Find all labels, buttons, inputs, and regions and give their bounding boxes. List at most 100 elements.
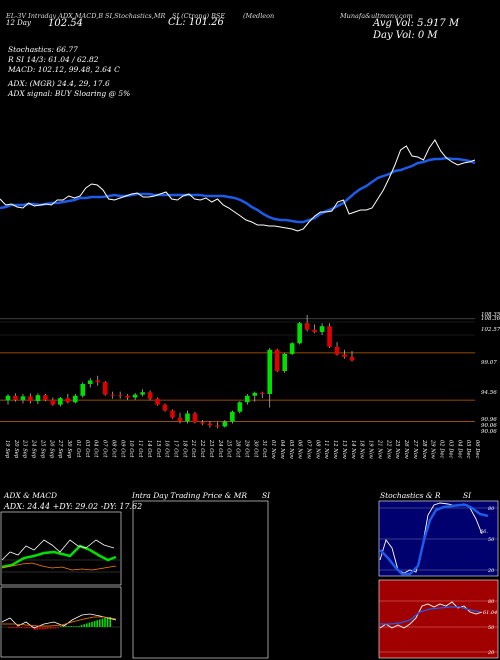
date-axis-label: 02 Dec xyxy=(439,440,445,458)
rsi-value: R SI 14/3: 61.04 / 62.82 xyxy=(8,55,99,64)
date-axis-label: 04 Dec xyxy=(456,440,462,458)
stoch-tick-label: 20 xyxy=(487,568,495,574)
adx-line xyxy=(1,544,117,569)
price-axis-label: 99.07 xyxy=(481,360,497,366)
clang-header: SI (Ctrang) BSE xyxy=(172,12,226,20)
bull-candle xyxy=(35,395,41,402)
date-axis-label: 03 Dec xyxy=(447,440,453,458)
date-axis-label: 06 Nov xyxy=(297,440,303,459)
macd-histogram-bar xyxy=(34,627,36,630)
day-value: 102.54 xyxy=(48,18,83,29)
stoch-current-value: 66. xyxy=(480,529,488,535)
bear-candle xyxy=(102,382,108,395)
avg-volume: Avg Vol: 5.917 M xyxy=(373,18,460,29)
bull-candle xyxy=(58,398,63,405)
date-axis-label: 16 Oct xyxy=(164,440,170,458)
close-price: CL: 101.26 xyxy=(168,17,224,28)
stoch-tick-label: 80 xyxy=(488,506,495,512)
macd-histogram-bar xyxy=(109,617,111,627)
date-axis-label: 26 Nov xyxy=(403,439,409,459)
date-axis-label: 03 Oct xyxy=(84,440,90,458)
bear-candle xyxy=(259,392,265,395)
bull-candle xyxy=(230,411,235,422)
date-axis-label: 25 Nov xyxy=(394,439,400,459)
bull-candle xyxy=(297,323,302,344)
price-axis-label: 90.96 xyxy=(481,417,497,423)
macd-histogram-bar xyxy=(83,624,85,627)
ma-line xyxy=(0,156,476,224)
macd-histogram-bar xyxy=(47,627,49,629)
price-axis-label: 94.56 xyxy=(481,390,497,396)
date-axis-label: 27 Sep xyxy=(57,439,63,459)
bull-candle xyxy=(87,380,93,384)
price-line xyxy=(0,139,476,232)
bear-candle xyxy=(327,326,332,347)
bear-candle xyxy=(110,394,115,396)
macd-histogram-bar xyxy=(80,625,83,627)
macd-histogram-bar xyxy=(57,627,59,629)
macd-histogram-bar xyxy=(86,623,88,627)
bear-candle xyxy=(304,323,310,330)
macd-histogram-bar xyxy=(44,627,46,630)
macd-histogram-bar xyxy=(36,627,39,630)
price-axis-label: 108.35 xyxy=(481,312,500,318)
bear-candle xyxy=(170,410,175,418)
date-axis-label: 18 Oct xyxy=(181,440,187,458)
adx-signal: ADX signal: BUY Sloaring @ 5% xyxy=(8,89,131,98)
stoch-d-line xyxy=(379,503,489,576)
macd-histogram-bar xyxy=(28,627,31,629)
bull-candle xyxy=(5,395,11,401)
price-axis-label: 90.06 xyxy=(481,429,497,435)
macd-histogram-bar xyxy=(15,627,18,629)
macd-line xyxy=(1,613,117,629)
bull-candle xyxy=(80,383,86,396)
date-axis-label: 01 Oct xyxy=(75,440,81,458)
date-axis-label: 31 Oct xyxy=(261,440,267,458)
date-axis-label: 27 Nov xyxy=(412,439,418,459)
date-axis-label: 20 Sep xyxy=(13,439,19,459)
date-axis-label: 29 Nov xyxy=(430,439,436,459)
bull-candle xyxy=(140,392,145,395)
date-axis-label: 19 Nov xyxy=(368,440,374,459)
bear-candle xyxy=(207,423,213,426)
macd-histogram-bar xyxy=(96,620,98,627)
macd-histogram-bar xyxy=(10,627,13,629)
bull-candle xyxy=(252,392,258,396)
bear-candle xyxy=(95,380,101,383)
rsi-tick-label: 50 xyxy=(488,625,495,631)
date-axis-label: 22 Oct xyxy=(199,439,205,458)
macd-histogram-bar xyxy=(73,626,75,627)
macd-histogram-bar xyxy=(39,627,41,630)
date-axis-label: 04 Nov xyxy=(279,440,285,459)
macd-histogram-bar xyxy=(65,626,67,627)
minus-di-line xyxy=(1,562,117,571)
macd-histogram-bar xyxy=(70,626,72,627)
bull-candle xyxy=(132,394,138,398)
stoch-panel-si: SI xyxy=(463,491,472,500)
date-axis-label: 15 Oct xyxy=(155,440,161,458)
date-axis-label: 28 Oct xyxy=(235,439,241,458)
date-axis-label: 23 Oct xyxy=(208,439,214,458)
macd-histogram-bar xyxy=(18,627,20,629)
bear-candle xyxy=(334,346,340,355)
intraday-panel-title: Intra Day Trading Price & MR xyxy=(132,491,248,500)
date-axis-label: 18 Nov xyxy=(359,440,365,459)
macd-histogram-bar xyxy=(101,618,104,627)
bear-candle xyxy=(117,395,123,397)
date-axis-label: 08 Nov xyxy=(314,440,320,459)
date-axis-label: 14 Nov xyxy=(350,440,356,459)
macd-histogram-bar xyxy=(106,617,109,627)
plus-di-line xyxy=(1,539,115,561)
date-axis-label: 10 Oct xyxy=(128,440,134,458)
bear-candle xyxy=(50,399,56,405)
adx-panel-values: ADX: 24.44 +DY: 29.02 -DY: 17.62 xyxy=(4,502,143,511)
macd-value: MACD: 102.12, 99.48, 2.64 C xyxy=(8,65,120,74)
brand-header: (Medleon xyxy=(243,12,275,20)
macd-histogram-bar xyxy=(62,626,65,627)
macd-histogram-bar xyxy=(23,627,26,629)
macd-histogram-bar xyxy=(91,621,93,627)
bear-candle xyxy=(177,417,183,422)
price-axis-label: 108.36 xyxy=(481,316,500,322)
macd-histogram-bar xyxy=(21,627,23,629)
bear-candle xyxy=(155,398,160,405)
